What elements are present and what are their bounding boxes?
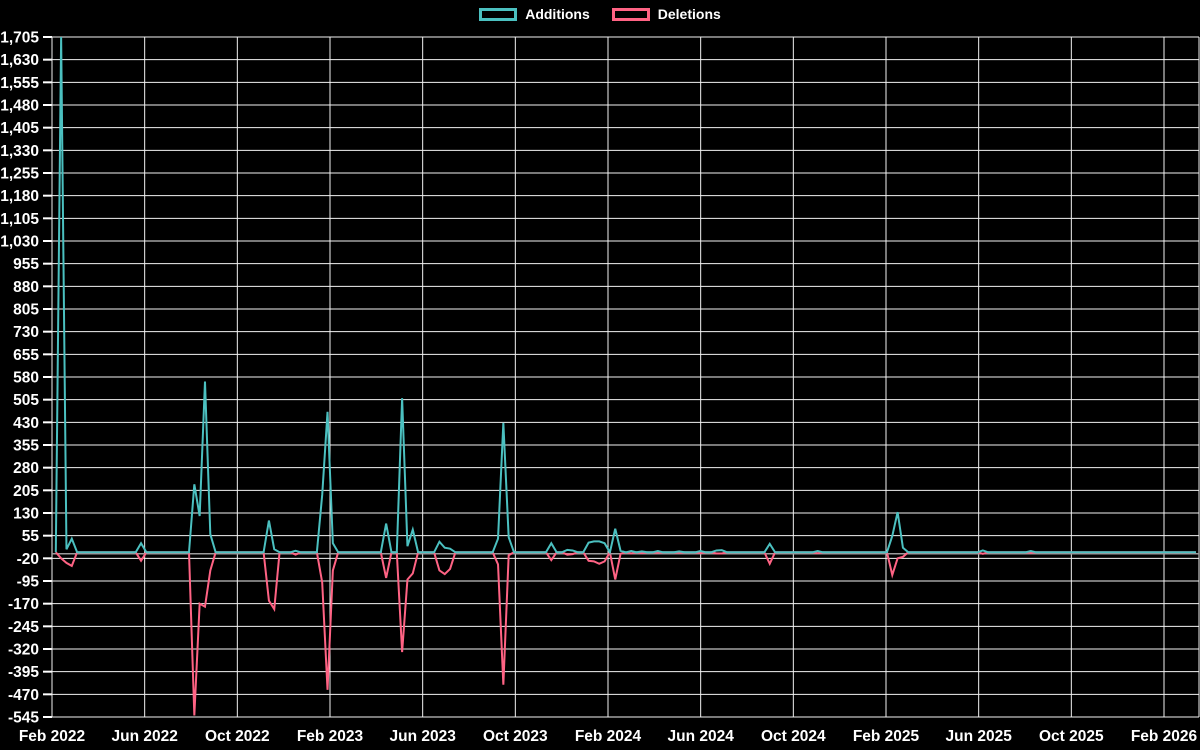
y-axis-tick-label: 1,630 xyxy=(0,52,39,69)
y-axis-tick-label: 1,030 xyxy=(0,234,39,251)
legend-item-additions[interactable]: Additions xyxy=(479,6,590,22)
y-axis-tick-label: 1,555 xyxy=(0,75,39,92)
y-axis-tick-label: -545 xyxy=(8,710,39,727)
x-axis-tick-label: Oct 2025 xyxy=(1039,728,1104,745)
x-axis-tick-label: Jun 2023 xyxy=(389,728,456,745)
y-axis-tick-label: -470 xyxy=(8,687,39,704)
y-axis-tick-label: -245 xyxy=(8,619,39,636)
y-axis-tick-label: 805 xyxy=(13,302,39,319)
y-axis-tick-label: 430 xyxy=(13,415,39,432)
y-axis-tick-label: 730 xyxy=(13,324,39,341)
y-axis-tick-label: 1,255 xyxy=(0,166,39,183)
y-axis-tick-label: 955 xyxy=(13,256,39,273)
y-axis-tick-label: -395 xyxy=(8,664,39,681)
x-axis-tick-label: Feb 2026 xyxy=(1131,728,1198,745)
legend-item-deletions[interactable]: Deletions xyxy=(611,6,721,22)
x-axis-tick-label: Oct 2024 xyxy=(761,728,826,745)
y-axis-tick-label: -20 xyxy=(17,551,39,568)
y-axis-tick-label: 1,180 xyxy=(0,188,39,205)
y-axis-tick-label: 205 xyxy=(13,483,39,500)
x-axis-tick-label: Oct 2022 xyxy=(205,728,270,745)
y-axis-tick-label: 880 xyxy=(13,279,39,296)
y-axis-tick-label: 580 xyxy=(13,370,39,387)
deletions-legend-swatch xyxy=(611,7,650,21)
x-axis-tick-label: Feb 2022 xyxy=(19,728,85,745)
y-axis-tick-label: 1,480 xyxy=(0,98,39,115)
deletions-legend-label: Deletions xyxy=(657,6,721,22)
y-axis-tick-label: 1,105 xyxy=(0,211,39,228)
y-axis-tick-label: -95 xyxy=(17,574,40,591)
y-axis-tick-label: 1,705 xyxy=(0,30,39,47)
y-axis-tick-label: -170 xyxy=(8,596,39,613)
y-axis-tick-label: -320 xyxy=(8,642,39,659)
chart-legend: Additions Deletions xyxy=(0,6,1200,22)
additions-line xyxy=(54,36,1196,555)
additions-legend-swatch xyxy=(479,7,518,21)
y-axis-tick-label: 55 xyxy=(22,528,40,545)
x-axis-tick-label: Feb 2023 xyxy=(297,728,364,745)
deletions-line xyxy=(55,549,1196,716)
y-axis-tick-label: 280 xyxy=(13,460,39,477)
x-axis-tick-label: Jun 2025 xyxy=(945,728,1012,745)
y-axis-tick-label: 355 xyxy=(13,438,39,455)
y-axis-tick-label: 655 xyxy=(13,347,39,364)
x-axis-tick-label: Jun 2022 xyxy=(111,728,177,745)
y-axis-tick-label: 130 xyxy=(13,506,39,523)
x-axis-tick-label: Oct 2023 xyxy=(483,728,548,745)
y-axis-tick-label: 1,330 xyxy=(0,143,39,160)
x-axis-tick-label: Feb 2025 xyxy=(853,728,920,745)
y-axis-tick-label: 505 xyxy=(13,392,39,409)
y-axis-tick-label: 1,405 xyxy=(0,120,39,137)
x-axis-tick-label: Feb 2024 xyxy=(575,728,642,745)
x-axis-tick-label: Jun 2024 xyxy=(667,728,734,745)
additions-legend-label: Additions xyxy=(525,6,590,22)
